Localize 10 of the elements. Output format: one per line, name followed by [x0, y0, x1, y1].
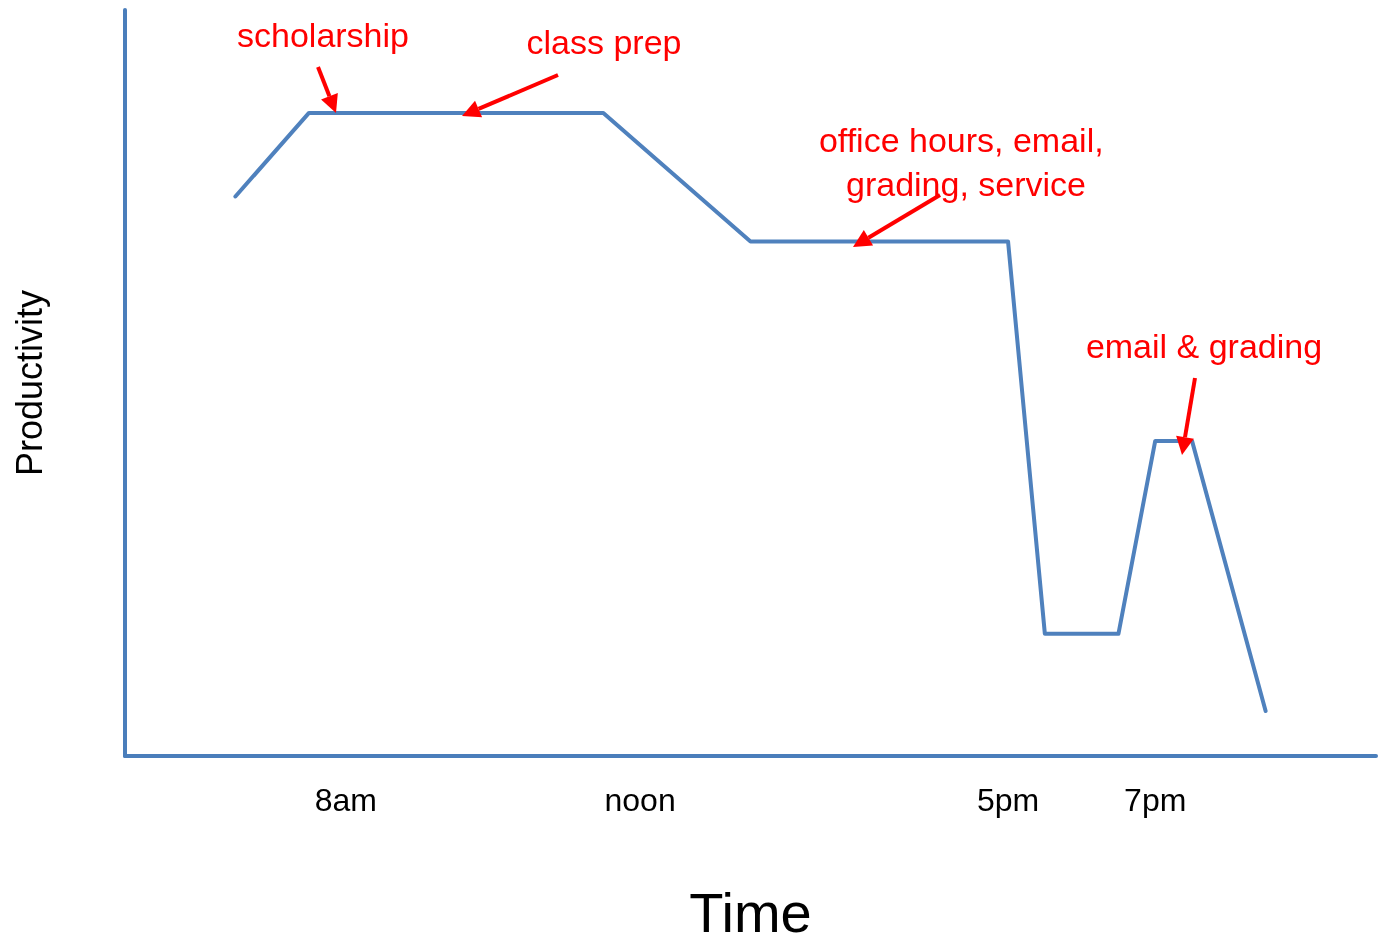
annotation: email & grading [1085, 327, 1323, 365]
x-tick-label: 5pm [976, 782, 1040, 818]
text: scholarship [237, 16, 409, 54]
x-axis-title: Time [689, 880, 812, 944]
x-tick-label: noon [604, 782, 676, 818]
x-tick-label: 7pm [1124, 782, 1187, 818]
y-axis-title: Productivity [8, 289, 50, 477]
annotation: office hours, email, grading, service [818, 121, 1114, 203]
text: class prep [526, 23, 682, 61]
x-tick-label: 8am [314, 782, 377, 818]
